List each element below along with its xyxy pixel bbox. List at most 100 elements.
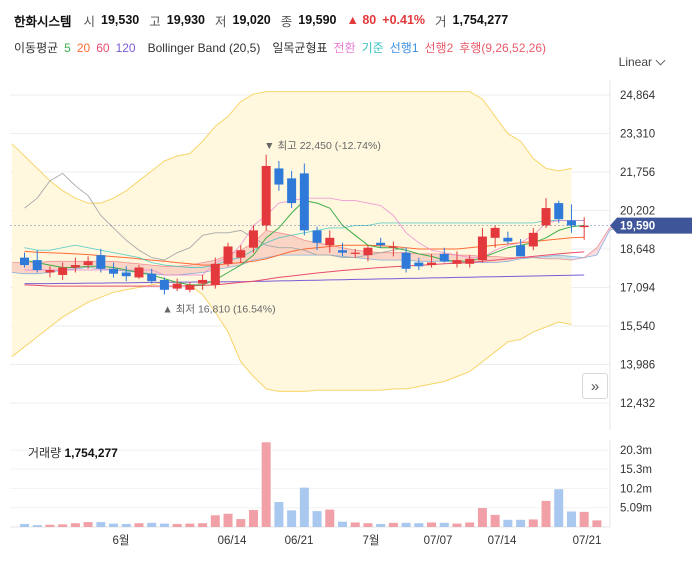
- volume-panel-title: 거래량: [28, 446, 62, 460]
- ma-label[interactable]: 이동평균: [14, 41, 59, 55]
- volume-bar: [198, 523, 208, 527]
- y-tick-label: 13,986: [620, 360, 655, 372]
- volume-bar: [363, 523, 373, 527]
- scale-label: Linear: [618, 55, 652, 69]
- volume-bar: [312, 511, 322, 527]
- candle-body: [338, 250, 347, 253]
- candle: [338, 242, 347, 257]
- volume-bar: [70, 523, 80, 527]
- candle-body: [414, 262, 424, 267]
- candle-body: [503, 237, 513, 242]
- volume-bar: [261, 442, 271, 527]
- candle-body: [427, 262, 437, 266]
- ma120-line: [24, 274, 585, 285]
- volume-bar: [223, 513, 233, 527]
- candle: [388, 241, 398, 257]
- volume-bar: [401, 522, 411, 527]
- ma60-label: 60: [96, 40, 110, 55]
- scroll-right-button[interactable]: »: [582, 373, 608, 399]
- ma60-line: [24, 251, 585, 287]
- y-tick-label: 21,756: [620, 167, 655, 179]
- candle-body: [541, 208, 551, 226]
- candle-body: [490, 227, 500, 238]
- candle-body: [134, 267, 144, 278]
- candle: [363, 245, 373, 262]
- volume-bar: [147, 522, 157, 527]
- conversion-label: 전환: [333, 41, 356, 55]
- candle: [210, 257, 220, 289]
- candle: [516, 239, 526, 257]
- candle-body: [198, 279, 208, 284]
- candles: [20, 154, 589, 295]
- candle: [45, 266, 55, 278]
- candle-body: [20, 257, 29, 266]
- candle: [325, 230, 335, 253]
- ichimoku-cloud-segment: [291, 235, 305, 256]
- candle-body: [388, 246, 398, 248]
- candle-body: [210, 263, 220, 285]
- ichimoku-cloud-segment: [317, 242, 330, 256]
- volume-bar: [109, 523, 119, 527]
- candle: [172, 278, 182, 292]
- volume-bar: [388, 522, 398, 527]
- y-tick-label: 23,310: [620, 129, 655, 141]
- bollinger-label[interactable]: Bollinger Band (20,5): [147, 40, 261, 55]
- candle: [83, 256, 93, 269]
- volume-label: 거: [435, 14, 447, 29]
- volume-bar: [439, 522, 449, 527]
- scale-selector[interactable]: Linear: [618, 55, 666, 69]
- candle: [274, 161, 284, 191]
- ichimoku-cloud-segment: [11, 262, 25, 274]
- candle: [185, 282, 195, 293]
- volume-bar: [236, 519, 246, 527]
- candle: [503, 231, 513, 244]
- volume-bar: [350, 522, 360, 527]
- candle-body: [439, 253, 449, 262]
- low-label: 저: [215, 14, 227, 29]
- candle: [147, 268, 157, 284]
- candle: [490, 225, 500, 248]
- y-tick-label: 15,540: [620, 321, 655, 333]
- ichimoku-label[interactable]: 일목균형표: [272, 41, 328, 55]
- volume-bar: [299, 487, 309, 527]
- candle: [566, 204, 576, 233]
- volume-bar: [172, 523, 182, 527]
- candle-body: [236, 250, 246, 258]
- ma20-label: 20: [76, 40, 91, 55]
- bollinger-upper-line: [11, 91, 572, 204]
- close-label: 종: [280, 14, 293, 29]
- ichimoku-cloud-segment: [151, 265, 165, 275]
- volume-bar: [96, 522, 106, 527]
- change-value: ▲ 80: [346, 13, 377, 27]
- low-annotation: ▲ 최저 16,810 (16.54%): [162, 304, 275, 316]
- candle-body: [45, 270, 55, 273]
- candle: [109, 262, 119, 278]
- candle: [477, 227, 487, 263]
- candle: [58, 262, 68, 280]
- x-tick-label: 07/14: [488, 535, 517, 547]
- x-tick-label: 6월: [113, 534, 130, 547]
- volume-bar: [528, 519, 538, 527]
- indicator-legend: 이동평균 5 20 60 120 Bollinger Band (20,5) 일…: [14, 39, 546, 56]
- candle: [541, 198, 551, 228]
- candle-body: [274, 168, 284, 185]
- candle: [376, 237, 386, 248]
- lag-line: [24, 172, 407, 261]
- candle: [248, 225, 258, 253]
- volume-bar: [248, 509, 258, 527]
- candle-body: [554, 203, 564, 220]
- candle-body: [566, 220, 576, 226]
- volume-value: 1,754,277: [452, 13, 509, 27]
- bollinger-band-fill: [11, 91, 572, 392]
- candle-body: [516, 245, 526, 257]
- volume-bar: [325, 509, 335, 527]
- candle: [70, 257, 80, 273]
- volume-tick-label: 20.3m: [620, 445, 652, 457]
- candle-body: [465, 258, 475, 264]
- candle: [528, 227, 538, 251]
- volume-bar: [20, 523, 29, 527]
- y-tick-label: 17,094: [620, 283, 656, 295]
- candle-body: [401, 252, 411, 269]
- candle-body: [109, 268, 119, 274]
